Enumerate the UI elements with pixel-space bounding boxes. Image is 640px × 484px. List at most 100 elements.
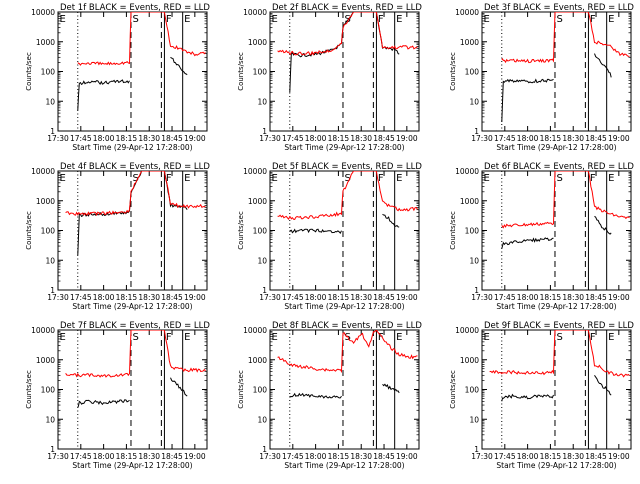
event-marker-label: S — [556, 173, 562, 184]
x-axis-label: Start Time (29-Apr-12 17:28:00) — [72, 143, 192, 152]
y-axis-label: Counts/sec — [237, 52, 245, 91]
y-tick-label: 10 — [469, 415, 479, 424]
lld-series-line — [277, 330, 418, 374]
event-marker-label: E — [184, 173, 190, 184]
x-tick-label: 18:45 — [585, 134, 607, 143]
x-axis-label: Start Time (29-Apr-12 17:28:00) — [284, 143, 404, 152]
x-tick-label: 17:45 — [282, 134, 304, 143]
lld-series-line — [489, 330, 630, 378]
x-tick-label: 18:30 — [350, 452, 372, 461]
y-tick-label: 10 — [469, 256, 479, 265]
series-group — [489, 330, 630, 402]
x-tick-label: 17:45 — [70, 134, 92, 143]
event-marker-label: E — [608, 173, 614, 184]
events-series-line — [77, 79, 130, 111]
event-marker-label: E — [396, 173, 402, 184]
x-axis-label: Start Time (29-Apr-12 17:28:00) — [284, 302, 404, 311]
event-marker-label: E — [60, 14, 66, 25]
x-tick-label: 17:30 — [259, 134, 281, 143]
chart-title: Det 8f BLACK = Events, RED = LLD — [272, 321, 422, 331]
events-series-line — [289, 392, 342, 399]
y-tick-label: 1 — [262, 286, 267, 295]
x-tick-label: 19:00 — [184, 452, 206, 461]
lld-series-line — [65, 330, 206, 378]
y-axis-label: Counts/sec — [25, 370, 33, 409]
events-series-line — [594, 215, 612, 235]
x-tick-label: 19:00 — [184, 293, 206, 302]
event-marker-label: S — [132, 14, 138, 25]
event-marker-label: S — [556, 14, 562, 25]
event-marker-label: E — [396, 332, 402, 343]
y-axis-label: Counts/sec — [449, 52, 457, 91]
y-tick-label: 100 — [253, 68, 268, 77]
event-marker-label: S — [556, 332, 562, 343]
y-tick-label: 100 — [41, 227, 56, 236]
lld-series-line — [65, 171, 206, 217]
plot-frame — [269, 329, 420, 450]
x-tick-label: 18:30 — [562, 293, 584, 302]
chart-title: Det 9f BLACK = Events, RED = LLD — [484, 321, 634, 331]
chart-title: Det 2f BLACK = Events, RED = LLD — [272, 3, 422, 13]
x-tick-label: 18:45 — [161, 452, 183, 461]
y-tick-label: 1000 — [248, 197, 267, 206]
x-tick-label: 18:45 — [161, 134, 183, 143]
x-tick-label: 18:30 — [350, 134, 372, 143]
y-tick-label: 100 — [465, 227, 480, 236]
x-tick-label: 17:30 — [259, 293, 281, 302]
y-axis-label: Counts/sec — [25, 52, 33, 91]
events-series-line — [594, 53, 612, 78]
event-marker-label: E — [608, 14, 614, 25]
y-tick-label: 10000 — [31, 167, 55, 176]
y-tick-label: 100 — [41, 68, 56, 77]
chart-panel: Det 3f BLACK = Events, RED = LLD Counts/s… — [449, 3, 634, 152]
x-tick-label: 17:30 — [47, 134, 69, 143]
x-axis-label: Start Time (29-Apr-12 17:28:00) — [72, 302, 192, 311]
y-axis-label: Counts/sec — [449, 211, 457, 250]
x-axis-label: Start Time (29-Apr-12 17:28:00) — [496, 461, 616, 470]
y-tick-label: 1000 — [460, 197, 479, 206]
chart-panel: Det 5f BLACK = Events, RED = LLD Counts/s… — [237, 162, 422, 311]
x-axis-label: Start Time (29-Apr-12 17:28:00) — [284, 461, 404, 470]
event-marker-label: E — [608, 332, 614, 343]
x-tick-label: 19:00 — [608, 134, 630, 143]
lld-series-line — [277, 12, 418, 56]
y-axis-label: Counts/sec — [237, 211, 245, 250]
x-tick-label: 18:15 — [328, 452, 350, 461]
chart-panel: Det 8f BLACK = Events, RED = LLD Counts/s… — [237, 321, 422, 470]
x-tick-label: 18:15 — [116, 452, 138, 461]
x-tick-label: 18:00 — [517, 452, 539, 461]
series-group — [65, 330, 206, 408]
y-tick-label: 1 — [262, 445, 267, 454]
x-tick-label: 18:45 — [373, 293, 395, 302]
x-axis-label: Start Time (29-Apr-12 17:28:00) — [496, 143, 616, 152]
event-marker-label: E — [484, 332, 490, 343]
series-group — [277, 330, 418, 399]
x-tick-label: 18:45 — [373, 134, 395, 143]
event-marker-label: F — [590, 332, 596, 343]
x-tick-label: 17:45 — [282, 452, 304, 461]
y-tick-label: 1000 — [248, 38, 267, 47]
chart-title: Det 6f BLACK = Events, RED = LLD — [484, 162, 634, 172]
x-tick-label: 17:30 — [47, 293, 69, 302]
y-tick-label: 100 — [253, 227, 268, 236]
x-tick-label: 18:00 — [93, 134, 115, 143]
x-tick-label: 18:00 — [93, 293, 115, 302]
x-tick-label: 17:45 — [494, 452, 516, 461]
chart-panel: Det 6f BLACK = Events, RED = LLD Counts/s… — [449, 162, 634, 311]
chart-panel: Det 1f BLACK = Events, RED = LLD Counts/s… — [25, 3, 210, 152]
chart-panel: Det 9f BLACK = Events, RED = LLD Counts/s… — [449, 321, 634, 470]
event-marker-label: E — [484, 14, 490, 25]
events-series-line — [501, 237, 554, 249]
y-tick-label: 10000 — [31, 8, 55, 17]
x-tick-label: 18:15 — [540, 452, 562, 461]
y-tick-label: 10 — [45, 415, 55, 424]
lld-series-line — [501, 12, 630, 64]
event-marker-label: S — [132, 173, 138, 184]
series-group — [277, 171, 418, 234]
series-group — [65, 171, 206, 256]
x-tick-label: 19:00 — [396, 293, 418, 302]
x-tick-label: 17:45 — [494, 134, 516, 143]
x-tick-label: 19:00 — [184, 134, 206, 143]
plot-frame — [481, 329, 632, 450]
event-marker-label: E — [272, 332, 278, 343]
